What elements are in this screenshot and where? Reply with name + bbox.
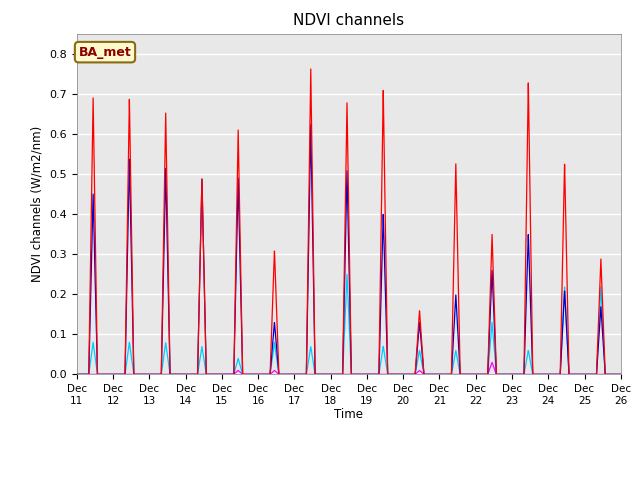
Y-axis label: NDVI channels (W/m2/nm): NDVI channels (W/m2/nm) [31, 126, 44, 282]
X-axis label: Time: Time [334, 408, 364, 421]
Text: BA_met: BA_met [79, 46, 131, 59]
Title: NDVI channels: NDVI channels [293, 13, 404, 28]
